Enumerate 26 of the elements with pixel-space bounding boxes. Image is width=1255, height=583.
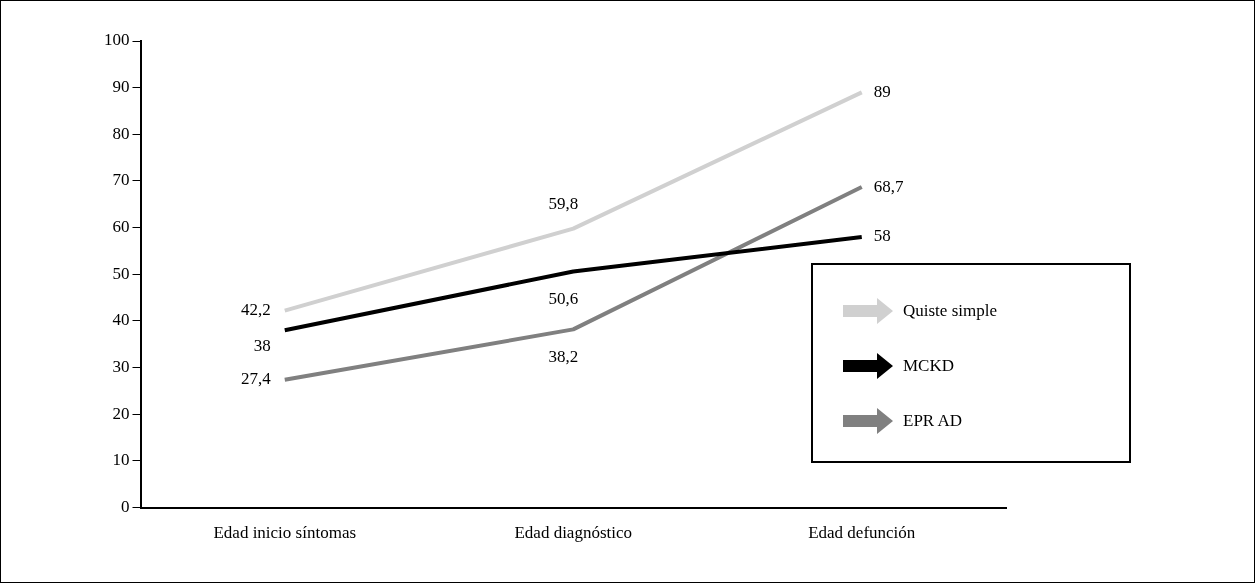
data-label: 50,6 bbox=[548, 288, 579, 308]
data-label: 42,2 bbox=[241, 300, 271, 320]
y-tick-label: 80 bbox=[112, 123, 130, 143]
y-tick-label: 40 bbox=[112, 310, 130, 330]
x-tick-label: Edad inicio síntomas bbox=[213, 523, 357, 543]
data-label: 27,4 bbox=[241, 369, 272, 389]
y-tick-label: 70 bbox=[112, 170, 130, 190]
data-label: 59,8 bbox=[548, 194, 579, 214]
y-tick-label: 90 bbox=[112, 77, 130, 97]
y-tick-label: 30 bbox=[112, 357, 130, 377]
data-label: 89 bbox=[873, 81, 891, 101]
legend-label: Quiste simple bbox=[903, 300, 997, 321]
y-tick-label: 10 bbox=[112, 450, 130, 470]
data-label: 68,7 bbox=[873, 176, 904, 196]
data-label: 38,2 bbox=[548, 346, 579, 366]
legend-label: EPR AD bbox=[903, 410, 963, 431]
y-tick-label: 100 bbox=[104, 30, 130, 50]
legend-label: MCKD bbox=[903, 355, 955, 376]
y-tick-label: 0 bbox=[121, 497, 130, 517]
y-tick-label: 20 bbox=[112, 403, 130, 423]
x-tick-label: Edad diagnóstico bbox=[514, 523, 633, 543]
x-tick-label: Edad defunción bbox=[808, 523, 916, 543]
y-tick-label: 50 bbox=[112, 263, 130, 283]
y-tick-label: 60 bbox=[112, 217, 130, 237]
data-label: 38 bbox=[253, 335, 271, 355]
data-label: 58 bbox=[873, 226, 891, 246]
